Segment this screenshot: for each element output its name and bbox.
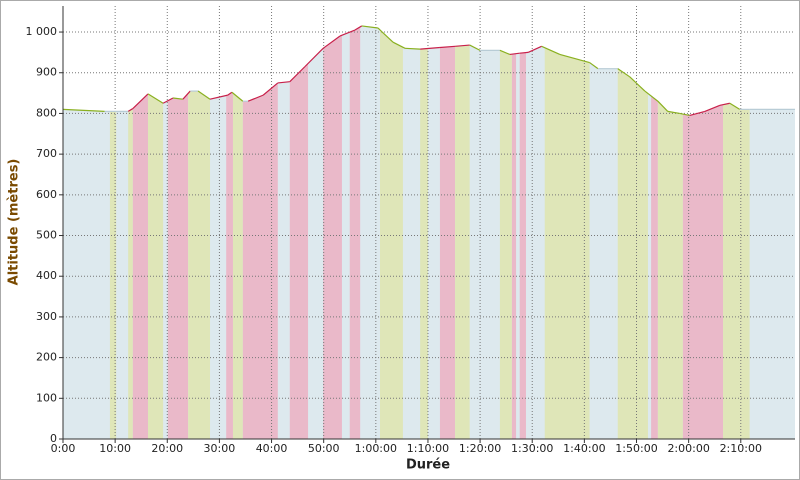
profile-line (617, 68, 631, 78)
slope-band (617, 25, 648, 439)
profile-line (361, 25, 378, 29)
slope-band (519, 25, 526, 439)
profile-line (469, 44, 481, 51)
slope-band (128, 25, 133, 439)
slope-band (323, 25, 342, 439)
profile-line (667, 110, 680, 115)
slope-band (226, 25, 233, 439)
profile-line (182, 90, 191, 100)
slope-band (499, 25, 512, 439)
x-tick-label: 1:20:00 (459, 442, 501, 455)
profile-line (377, 27, 394, 43)
profile-line (62, 108, 105, 113)
slope-band (188, 25, 211, 439)
x-tick-label: 0:00 (51, 442, 76, 455)
profile-line (420, 46, 440, 50)
x-tick-label: 1:10:00 (407, 442, 449, 455)
y-tick-label: 900 (36, 66, 57, 79)
profile-line (729, 102, 741, 110)
y-tick-label: 300 (36, 310, 57, 323)
profile-line (392, 41, 406, 49)
profile-line (277, 81, 290, 84)
profile-line (127, 108, 134, 112)
y-tick-label: 800 (36, 106, 57, 119)
slope-band (544, 25, 590, 439)
profile-line (527, 45, 542, 53)
profile-line (589, 62, 599, 70)
profile-line (499, 49, 511, 55)
profile-line (247, 94, 264, 102)
profile-line (404, 47, 421, 50)
x-tick-label: 40:00 (256, 442, 288, 455)
profile-line (629, 76, 646, 92)
y-axis-title: Altitude (mètres) (7, 159, 22, 286)
profile-line (719, 102, 730, 106)
profile-line (455, 44, 470, 47)
y-tick-label: 200 (36, 351, 57, 364)
y-tick-label: 700 (36, 147, 57, 160)
bands (63, 25, 795, 439)
slope-band (511, 25, 517, 439)
y-tick-label: 500 (36, 229, 57, 242)
y-tick-label: 400 (36, 269, 57, 282)
x-tick-label: 2:00:00 (667, 442, 709, 455)
profile-line (519, 51, 529, 54)
profile-line (679, 112, 690, 117)
x-tick-label: 1:00:00 (355, 442, 397, 455)
y-tick-label: 600 (36, 188, 57, 201)
profile-line (704, 104, 721, 112)
profile-line (227, 91, 233, 96)
slope-band (232, 25, 243, 439)
slope-band (132, 25, 148, 439)
profile-line (132, 93, 149, 109)
profile-line (657, 100, 669, 112)
slope-band (349, 25, 361, 439)
profile-line (354, 25, 363, 31)
x-tick-label: 30:00 (204, 442, 236, 455)
profile-line (262, 82, 279, 96)
y-tick-label: 1 000 (26, 25, 58, 38)
profile-line (509, 52, 520, 56)
slope-band (379, 25, 403, 439)
x-tick-label: 20:00 (151, 442, 183, 455)
profile-line (197, 90, 211, 100)
profile-line (689, 110, 705, 117)
profile-line (172, 97, 183, 100)
profile-line (644, 90, 659, 102)
profile-line (209, 94, 228, 100)
x-tick-label: 1:50:00 (615, 442, 657, 455)
slope-band (167, 25, 189, 439)
profile-line (147, 93, 164, 104)
y-tick-label: 0 (50, 432, 57, 445)
slope-band (289, 25, 309, 439)
profile-line (322, 35, 341, 49)
profile-line (541, 45, 561, 55)
profile-line (304, 47, 324, 68)
x-tick-label: 1:30:00 (511, 442, 553, 455)
profile-line (339, 29, 356, 37)
profile-line (162, 97, 174, 104)
profile-line (289, 66, 306, 83)
profile-line (559, 53, 590, 64)
slope-band (420, 25, 428, 439)
x-axis-title: Durée (406, 458, 450, 473)
x-tick-label: 1:40:00 (563, 442, 605, 455)
profile-line (231, 91, 244, 102)
slope-band (109, 25, 117, 439)
x-tick-label: 10:00 (99, 442, 131, 455)
x-tick-label: 50:00 (308, 442, 340, 455)
slope-band (439, 25, 456, 439)
x-tick-label: 2:10:00 (720, 442, 762, 455)
slope-band (455, 25, 470, 439)
y-tick-label: 100 (36, 391, 57, 404)
profile-line (439, 45, 456, 49)
slope-band (147, 25, 164, 439)
slope-band (651, 25, 658, 439)
